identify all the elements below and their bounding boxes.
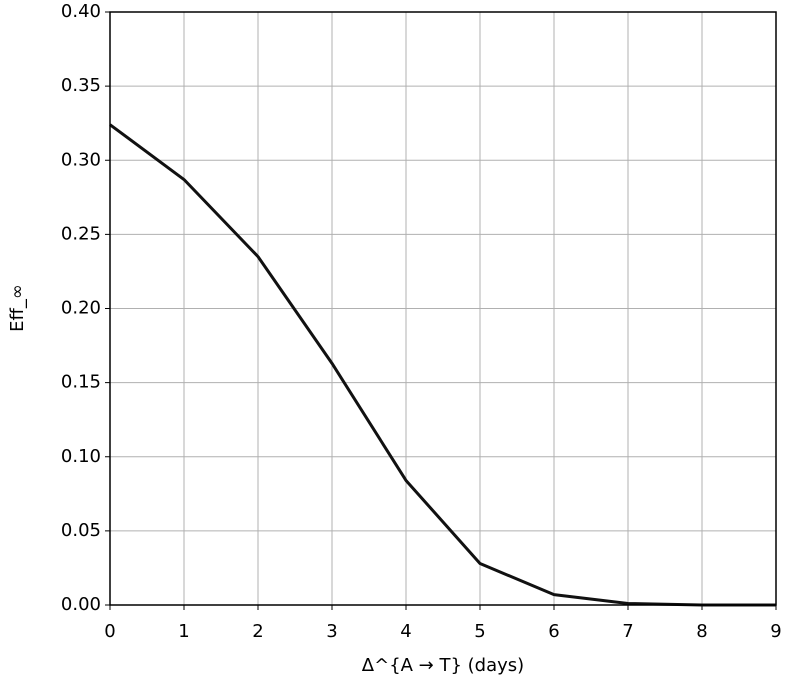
y-tick-label: 0.15 (61, 372, 101, 393)
x-tick-label: 6 (548, 621, 559, 642)
data-line (109, 123, 776, 607)
y-tick-label: 0.25 (61, 223, 101, 244)
x-tick-label: 1 (178, 621, 189, 642)
x-tick-label: 3 (326, 621, 337, 642)
plot-frame (109, 11, 777, 606)
x-tick-label: 9 (770, 621, 781, 642)
y-tick-label: 0.35 (61, 75, 101, 96)
x-tick-label: 0 (104, 621, 115, 642)
y-tick-label: 0.20 (61, 298, 101, 319)
x-tick-label: 2 (252, 621, 263, 642)
y-tick-label: 0.00 (61, 594, 101, 615)
x-tick-label: 7 (622, 621, 633, 642)
y-axis-label: Eff_∞ (7, 284, 28, 332)
y-tick-label: 0.10 (61, 446, 101, 467)
y-tick-label: 0.30 (61, 149, 101, 170)
y-tick-label: 0.05 (61, 520, 101, 541)
y-tick-label: 0.40 (61, 1, 101, 22)
x-tick-label: 5 (474, 621, 485, 642)
x-tick-label: 8 (696, 621, 707, 642)
x-axis-label: Δ^{A → T} (days) (362, 655, 524, 676)
x-tick-label: 4 (400, 621, 411, 642)
